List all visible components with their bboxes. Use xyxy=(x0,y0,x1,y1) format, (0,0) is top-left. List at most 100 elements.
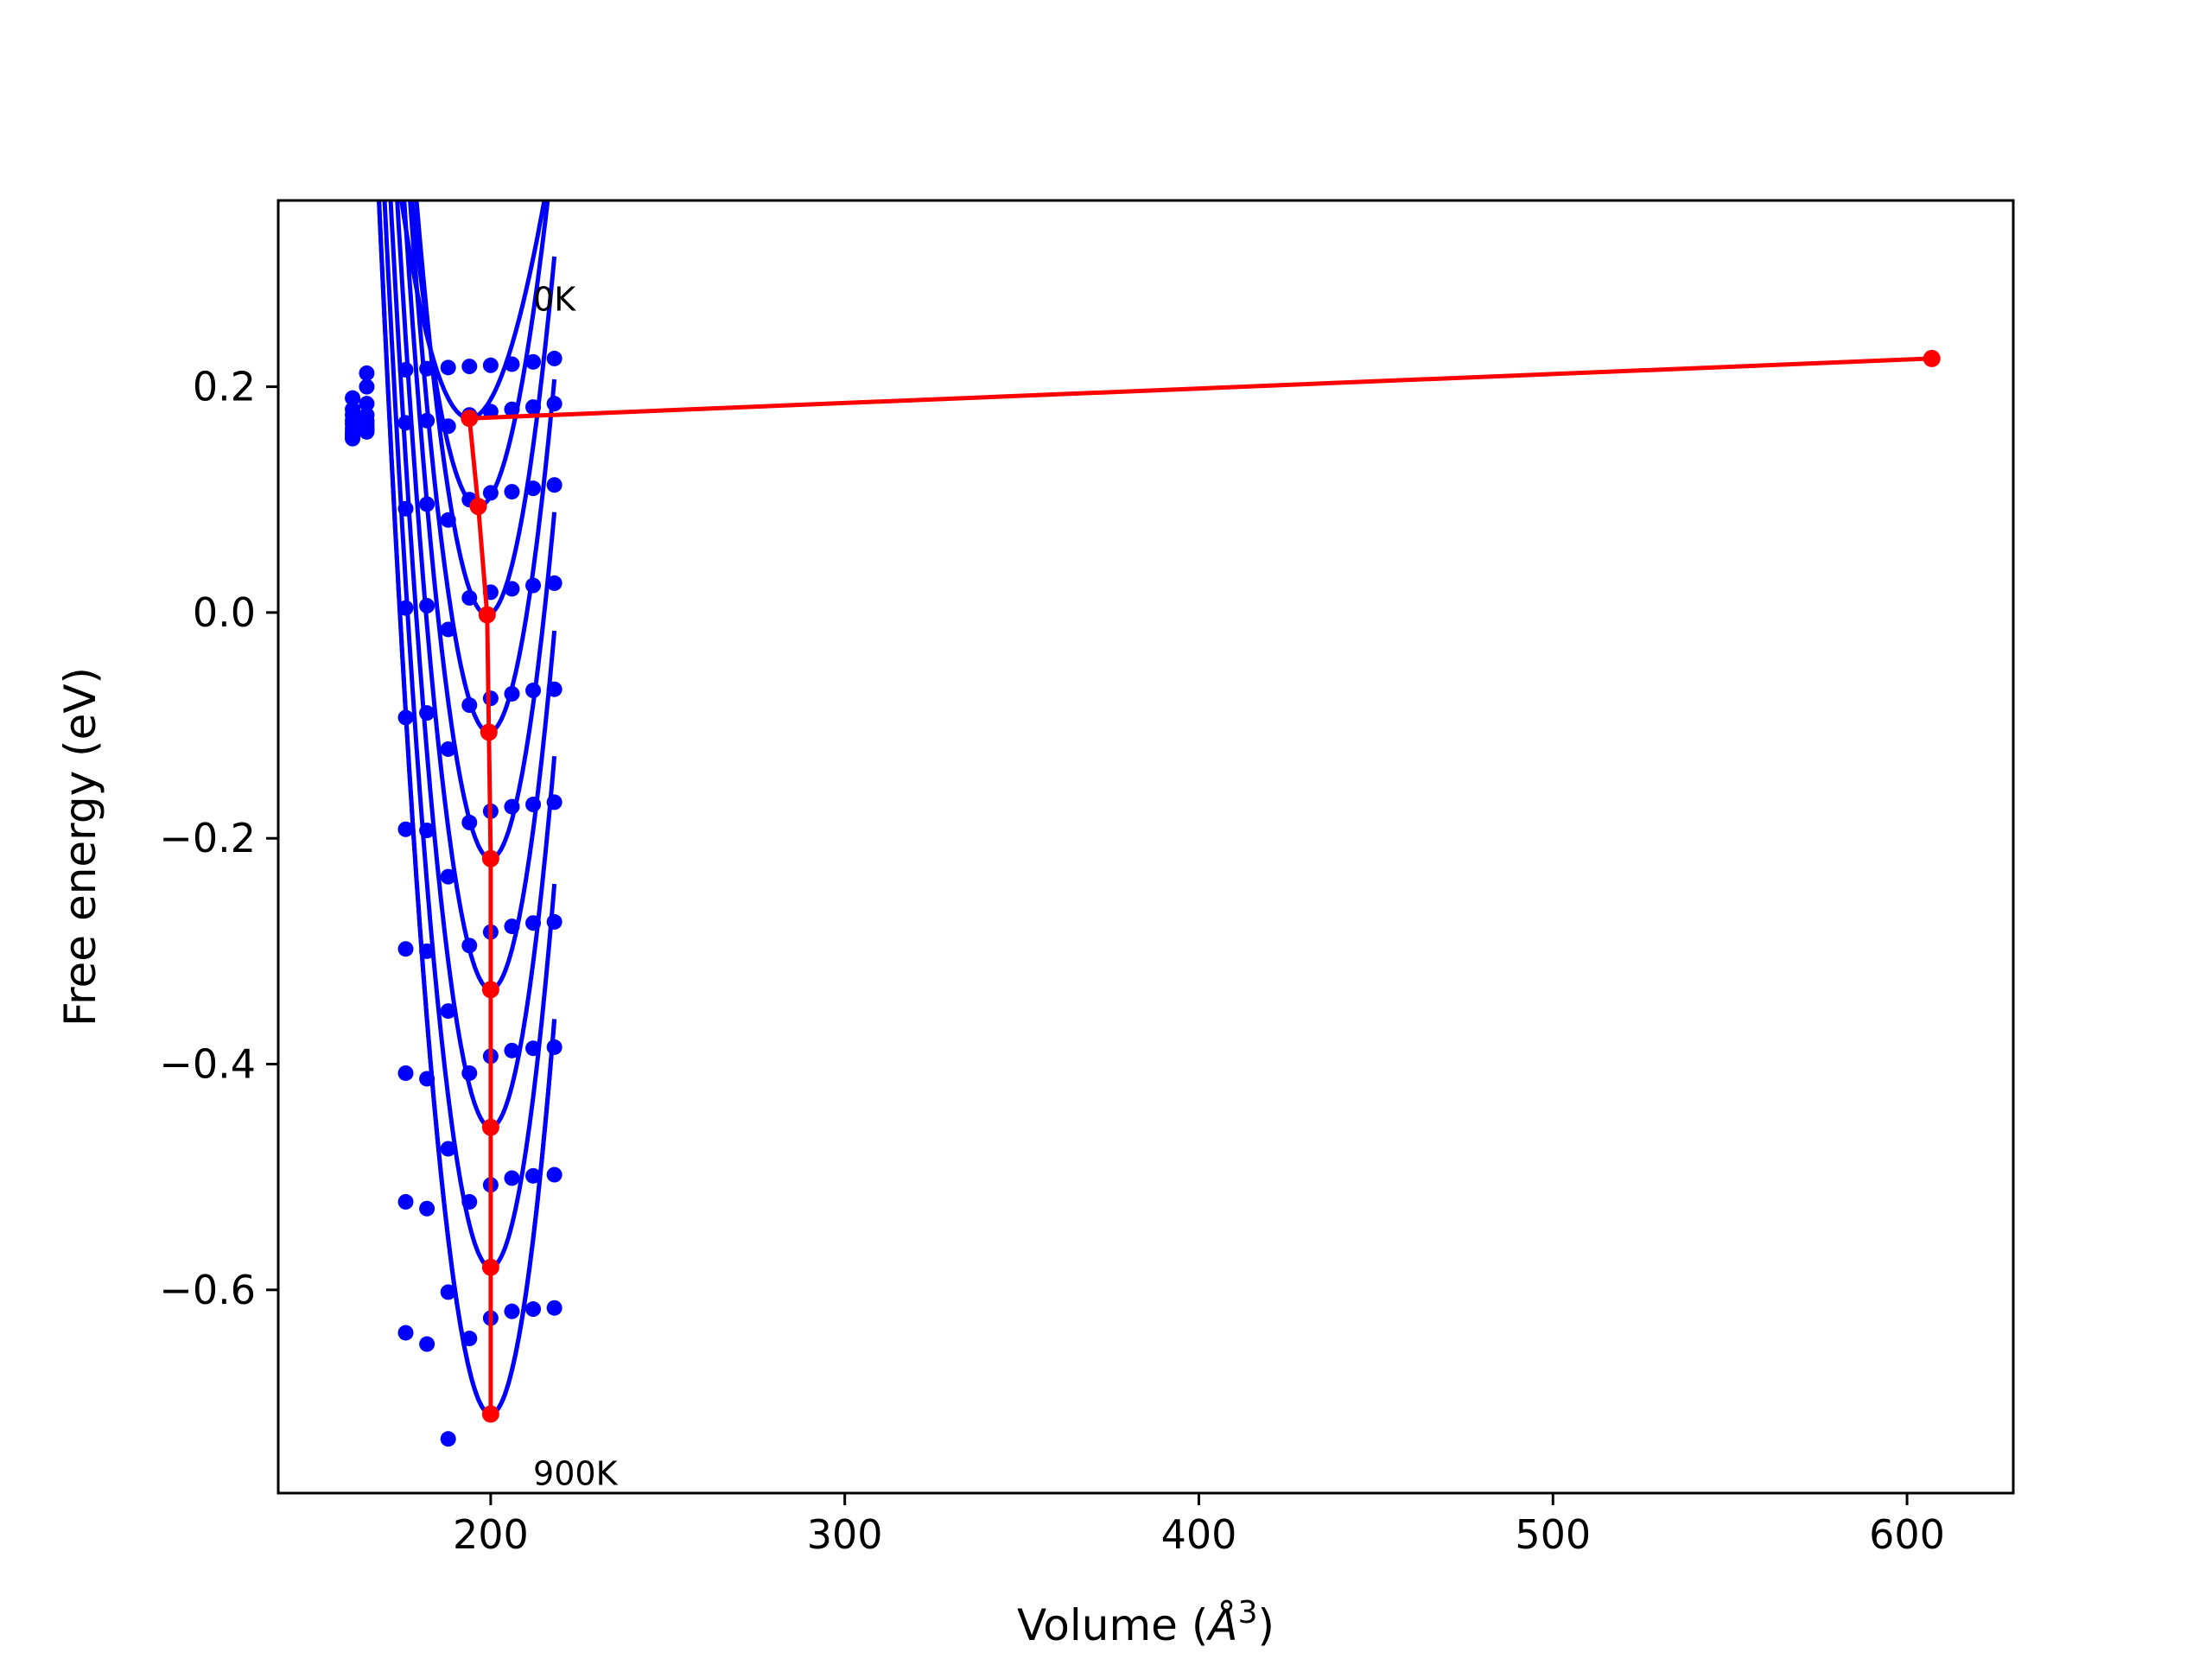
data-point xyxy=(525,797,542,813)
fit-curve-1 xyxy=(410,200,550,509)
data-point xyxy=(419,1071,435,1087)
equilibrium-point xyxy=(1923,349,1941,367)
data-point xyxy=(525,1167,542,1184)
data-point xyxy=(546,681,563,697)
equilibrium-point xyxy=(481,849,499,868)
x-tick-label: 200 xyxy=(453,1511,529,1558)
data-point xyxy=(525,915,542,931)
data-point xyxy=(504,1042,520,1058)
data-point xyxy=(504,1170,520,1186)
equilibrium-line xyxy=(467,356,1932,1414)
fit-curve-0 xyxy=(399,200,547,421)
plot-content xyxy=(345,200,1941,1447)
data-point xyxy=(440,868,456,885)
data-point xyxy=(397,709,414,726)
data-point xyxy=(525,399,542,416)
data-point xyxy=(461,1193,478,1210)
data-point xyxy=(419,496,435,512)
data-point xyxy=(397,361,414,378)
data-point xyxy=(440,418,456,435)
equilibrium-point xyxy=(461,410,479,428)
annotation-label: 900K xyxy=(533,1454,619,1492)
data-point xyxy=(397,821,414,837)
data-point xyxy=(359,365,375,381)
data-point xyxy=(482,485,499,501)
plot-area xyxy=(345,200,1941,1447)
labels: 200 300 400 500 600 0.2 0.0 −0.2 −0.4 −0.6 Volume … xyxy=(55,281,1945,1650)
axes-frame xyxy=(276,199,2015,1495)
data-point xyxy=(504,401,520,417)
data-point xyxy=(504,581,520,597)
data-point xyxy=(546,396,563,412)
data-point xyxy=(397,415,414,431)
equilibrium-point xyxy=(481,1258,499,1276)
data-point xyxy=(440,1431,456,1447)
x-axis-label: Volume (Å3) xyxy=(1017,1595,1274,1650)
data-point xyxy=(461,938,478,954)
equilibrium-point xyxy=(469,498,487,516)
data-point xyxy=(546,350,563,366)
data-point xyxy=(440,1284,456,1300)
x-tick-label: 600 xyxy=(1869,1511,1945,1558)
y-tick-label: 0.2 xyxy=(193,364,256,410)
data-point xyxy=(504,798,520,815)
data-point xyxy=(525,353,542,370)
data-point xyxy=(419,1200,435,1217)
fit-curve-4 xyxy=(402,200,557,861)
y-tick-label: −0.2 xyxy=(159,815,256,861)
data-point xyxy=(546,477,563,493)
data-point xyxy=(546,1166,563,1183)
data-point xyxy=(419,823,435,839)
data-point xyxy=(359,423,375,440)
data-point xyxy=(345,430,361,447)
fit-curve-7 xyxy=(382,200,557,1270)
data-point xyxy=(440,741,456,757)
axes xyxy=(266,199,2015,1505)
data-point xyxy=(504,685,520,702)
data-point xyxy=(482,357,499,373)
data-point xyxy=(461,1065,478,1081)
data-point xyxy=(525,683,542,699)
data-point xyxy=(546,913,563,930)
data-point xyxy=(397,1193,414,1210)
data-point xyxy=(440,1003,456,1020)
equilibrium-point xyxy=(481,1118,499,1136)
data-point xyxy=(504,918,520,935)
data-point xyxy=(461,1331,478,1347)
data-point xyxy=(546,1039,563,1055)
data-point xyxy=(525,1040,542,1057)
data-point xyxy=(419,360,435,377)
data-point xyxy=(345,390,361,406)
data-point xyxy=(504,356,520,372)
fit-curve-6 xyxy=(388,200,557,1130)
data-point xyxy=(461,814,478,830)
equilibrium-point xyxy=(481,1405,499,1423)
data-point xyxy=(525,577,542,594)
data-point xyxy=(461,589,478,606)
y-tick-label: −0.6 xyxy=(159,1267,256,1313)
x-tick-label: 300 xyxy=(807,1511,883,1558)
y-axis-label: Free energy (eV) xyxy=(55,667,105,1027)
data-point xyxy=(440,621,456,638)
data-point xyxy=(546,1300,563,1316)
data-point xyxy=(419,705,435,721)
equilibrium-point xyxy=(480,723,498,741)
data-point xyxy=(419,1336,435,1352)
data-point xyxy=(397,941,414,957)
data-point xyxy=(397,1325,414,1341)
data-point xyxy=(482,690,499,707)
annotation-label: 0K xyxy=(533,281,576,319)
x-tick-label: 500 xyxy=(1515,1511,1591,1558)
data-point xyxy=(397,600,414,616)
data-point xyxy=(359,378,375,395)
data-point xyxy=(546,794,563,810)
data-point xyxy=(440,1141,456,1157)
data-point xyxy=(359,396,375,412)
data-point xyxy=(440,359,456,376)
y-tick-label: −0.4 xyxy=(159,1041,256,1088)
data-point xyxy=(525,1301,542,1318)
data-point xyxy=(419,412,435,429)
equilibrium-point xyxy=(481,981,499,999)
data-point xyxy=(525,480,542,497)
